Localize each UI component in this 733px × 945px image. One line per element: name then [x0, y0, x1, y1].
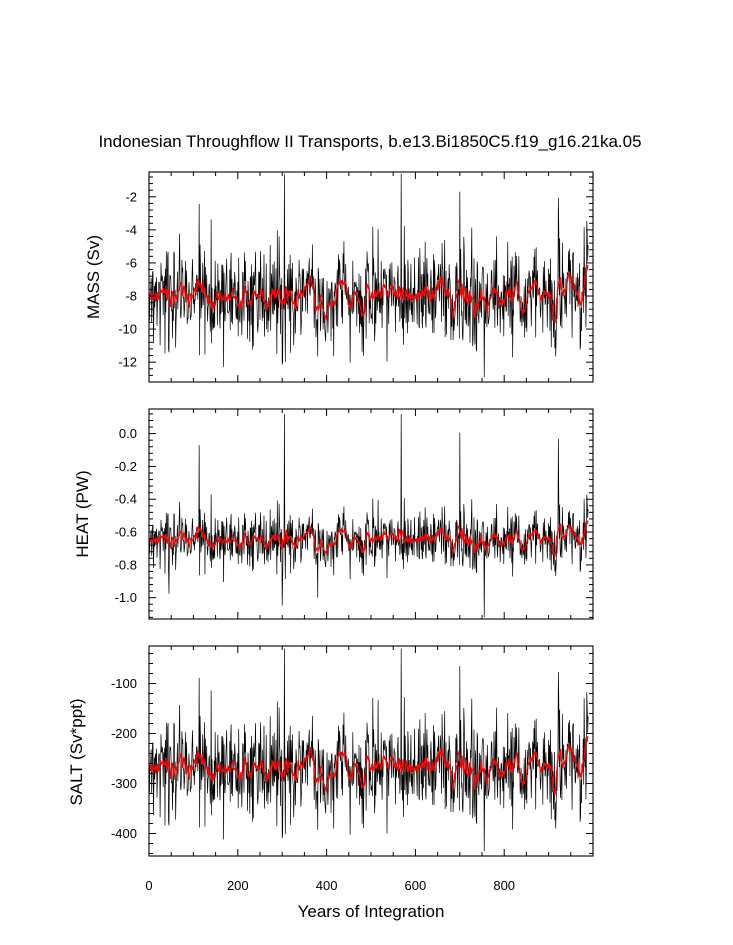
heat-y-tick-label: -0.4: [115, 492, 137, 507]
mass-y-tick-label: -4: [125, 222, 137, 237]
mass-ylabel: MASS (Sv): [84, 235, 103, 319]
mass-y-tick-label: -6: [125, 255, 137, 270]
salt-y-tick-label: -400: [111, 826, 137, 841]
mass-series: [149, 173, 589, 378]
heat-panel: 0.0 -0.2 -0.4 -0.6 -0.8 -1.0 HEAT (PW): [73, 408, 594, 620]
mass-ticks: -2 -4 -6 -8 -10 -12: [118, 172, 594, 382]
mass-annual-line: [149, 173, 589, 378]
heat-series: [149, 413, 589, 618]
heat-annual-line: [149, 413, 589, 618]
salt-ticks: -100 -200 -300 -400: [111, 646, 594, 856]
mass-y-tick-label: -2: [125, 189, 137, 204]
mass-y-tick-label: -8: [125, 289, 137, 304]
x-tick-label: 400: [316, 878, 338, 893]
mass-y-tick-label: -10: [118, 322, 137, 337]
heat-y-tick-label: -1.0: [115, 590, 137, 605]
mass-y-tick-label: -12: [118, 355, 137, 370]
heat-plot-frame: [148, 408, 594, 620]
salt-y-tick-label: -200: [111, 726, 137, 741]
x-tick-label: 600: [405, 878, 427, 893]
chart-title: Indonesian Throughflow II Transports, b.…: [98, 132, 641, 151]
salt-series: [149, 648, 589, 852]
x-axis-label: Years of Integration: [298, 902, 445, 921]
x-tick-label: 0: [145, 878, 152, 893]
heat-y-tick-label: 0.0: [119, 426, 137, 441]
heat-y-tick-label: -0.2: [115, 459, 137, 474]
heat-y-tick-label: -0.6: [115, 525, 137, 540]
x-tick-label: 800: [493, 878, 515, 893]
x-tick-labels: 0 200 400 600 800: [145, 878, 515, 893]
salt-ylabel: SALT (Sv*ppt): [67, 698, 86, 805]
heat-smoothed-line: [149, 520, 589, 559]
heat-ylabel: HEAT (PW): [73, 470, 92, 557]
heat-y-tick-label: -0.8: [115, 557, 137, 572]
salt-y-tick-label: -300: [111, 776, 137, 791]
x-tick-label: 200: [227, 878, 249, 893]
salt-panel: -100 -200 -300 -400 SALT (Sv*ppt): [67, 645, 594, 857]
salt-y-tick-label: -100: [111, 676, 137, 691]
salt-smoothed-line: [149, 735, 589, 796]
salt-annual-line: [149, 648, 589, 852]
mass-smoothed-line: [149, 264, 589, 324]
heat-ticks: 0.0 -0.2 -0.4 -0.6 -0.8 -1.0: [115, 409, 594, 619]
mass-panel: -2 -4 -6 -8 -10 -12 MASS (Sv): [84, 171, 594, 383]
